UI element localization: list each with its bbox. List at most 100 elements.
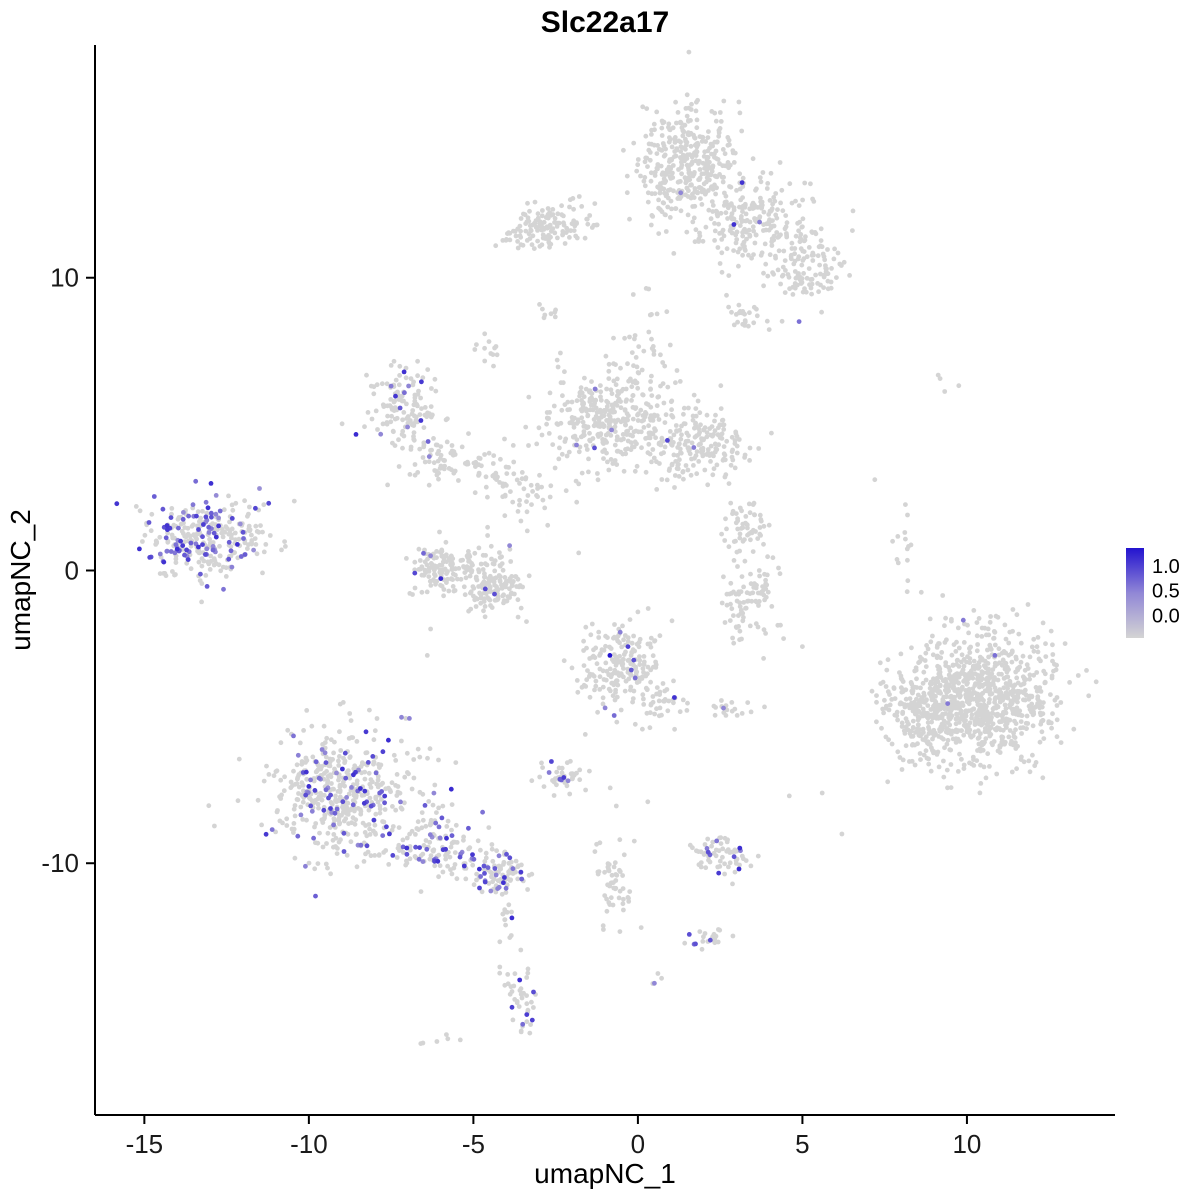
cell-point [704, 846, 710, 851]
cell-point [448, 558, 454, 564]
cell-point [622, 335, 627, 341]
cell-point [997, 699, 1003, 705]
cell-point [641, 659, 647, 665]
cell-point [397, 373, 402, 378]
cell-point [918, 685, 923, 691]
cell-point [905, 578, 911, 584]
cell-point [761, 228, 766, 233]
cell-point [652, 638, 657, 644]
cell-point [550, 226, 556, 232]
cell-point [389, 780, 395, 786]
cell-point [205, 505, 211, 511]
cell-point [312, 824, 317, 830]
cell-point [325, 865, 330, 871]
cell-point [438, 582, 443, 588]
cell-point [500, 911, 506, 917]
cell-point [847, 273, 852, 278]
cell-point [654, 151, 660, 157]
cell-point [1029, 644, 1035, 650]
cell-point [595, 471, 600, 476]
cell-point [698, 860, 704, 865]
cell-point [593, 678, 599, 684]
cell-point [1052, 697, 1058, 703]
cell-point [928, 639, 934, 645]
cell-point [445, 818, 451, 824]
cell-point [397, 790, 403, 796]
cell-point [720, 457, 726, 463]
cell-point [292, 803, 298, 808]
cell-point [403, 365, 409, 371]
cell-point [751, 500, 757, 506]
cell-point [425, 367, 431, 372]
cell-point [755, 624, 761, 630]
cell-point [756, 568, 762, 573]
cell-point [379, 789, 384, 794]
cell-point [651, 352, 657, 357]
cell-point [545, 206, 551, 211]
cell-point [600, 668, 606, 674]
cell-point [973, 681, 978, 687]
cell-point [622, 408, 628, 413]
cell-point [416, 856, 422, 862]
cell-point [732, 438, 738, 443]
cell-point [583, 386, 589, 392]
cell-point [567, 407, 572, 412]
cell-point [607, 653, 613, 658]
cell-point [970, 686, 976, 692]
cell-point [674, 429, 680, 434]
cell-point [974, 663, 979, 668]
cell-point [701, 934, 706, 940]
cell-point [850, 228, 855, 234]
cell-point [549, 759, 554, 764]
cell-point [353, 795, 359, 800]
cell-point [761, 656, 766, 661]
x-tick-label: -5 [462, 1129, 485, 1159]
cell-point [646, 423, 651, 429]
cell-point [768, 170, 774, 176]
cell-point [433, 820, 439, 826]
cell-point [923, 734, 929, 740]
cell-point [1018, 725, 1023, 731]
cell-point [407, 847, 413, 853]
cell-point [821, 272, 827, 278]
cell-point [607, 666, 613, 672]
cell-point [519, 995, 525, 1001]
cell-point [610, 402, 616, 408]
cell-point [773, 255, 778, 261]
cell-point [692, 239, 698, 245]
cell-point [512, 971, 518, 977]
cell-point [984, 670, 990, 675]
cell-point [621, 907, 626, 913]
cell-point [796, 319, 802, 324]
cell-point [186, 513, 192, 519]
cell-point [525, 887, 530, 892]
cell-point [469, 569, 474, 575]
cell-point [709, 424, 715, 429]
cell-point [623, 451, 629, 457]
cell-point [1033, 760, 1039, 765]
cell-point [344, 811, 349, 816]
cell-point [328, 806, 333, 811]
cell-point [385, 403, 390, 409]
cell-point [402, 800, 407, 806]
cell-point [247, 528, 252, 534]
cell-point [953, 736, 959, 742]
cell-point [713, 853, 719, 859]
cell-point [936, 667, 941, 673]
cell-point [488, 888, 494, 894]
cell-point [802, 237, 808, 243]
cell-point [738, 526, 744, 531]
cell-point [444, 439, 450, 445]
cell-point [727, 850, 733, 855]
cell-point [1040, 711, 1046, 717]
cell-point [361, 800, 367, 806]
cell-point [426, 574, 432, 579]
cell-point [737, 548, 742, 554]
cell-point [734, 713, 740, 718]
cell-point [538, 224, 543, 229]
cell-point [483, 850, 489, 856]
cell-point [627, 334, 632, 340]
cell-point [734, 188, 739, 193]
cell-point [997, 687, 1003, 692]
